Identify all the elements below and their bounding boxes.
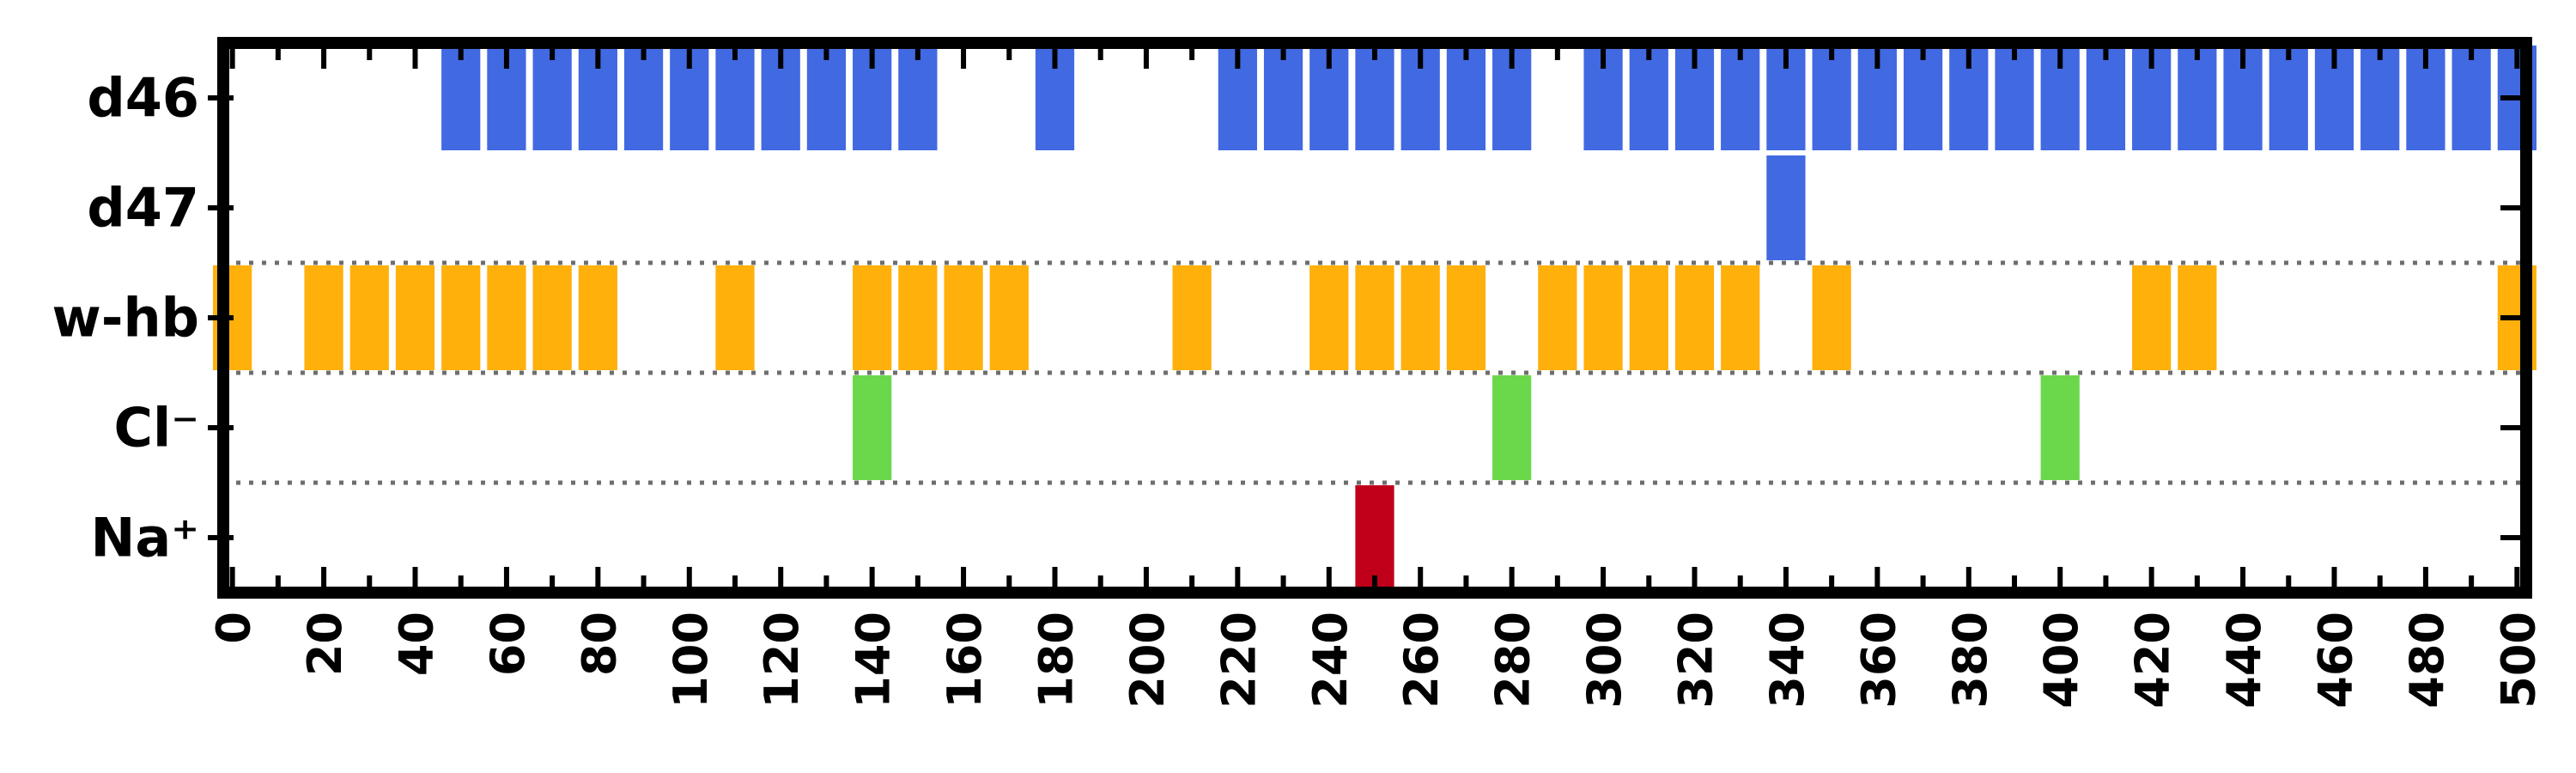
x-tick-label-180: 180 (1030, 612, 1084, 709)
bar-d46-250 (1355, 46, 1394, 150)
bar-w-hb-260 (1400, 265, 1440, 370)
x-tick-label-40: 40 (390, 612, 444, 676)
bar-d46-150 (898, 46, 938, 150)
x-tick-label-240: 240 (1303, 612, 1358, 709)
event-bars (213, 46, 2537, 590)
x-tick-label-60: 60 (481, 612, 535, 676)
bar-w-hb-40 (395, 265, 435, 370)
bar-w-hb-270 (1446, 265, 1486, 370)
bar-d46-390 (1995, 46, 2034, 150)
x-tick-label-480: 480 (2400, 612, 2454, 709)
bar-w-hb-240 (1309, 265, 1349, 370)
bar-w-hb-150 (898, 265, 938, 370)
bar-d46-130 (806, 46, 847, 150)
bar-d46-330 (1721, 46, 1760, 150)
bar-w-hb-20 (304, 265, 343, 370)
row-label-clminus: Cl⁻ (114, 397, 199, 460)
bar-d46-270 (1446, 46, 1486, 150)
bar-w-hb-110 (715, 265, 755, 370)
bar-d46-110 (715, 46, 755, 150)
bar-w-hb-350 (1812, 265, 1851, 370)
bar-w-hb-330 (1721, 265, 1760, 370)
bar-d46-410 (2086, 46, 2126, 150)
bar-w-hb-140 (853, 265, 892, 370)
x-tick-label-160: 160 (938, 612, 992, 709)
x-tick-label-500: 500 (2491, 612, 2545, 709)
x-tick-label-400: 400 (2034, 612, 2088, 709)
bar-d46-350 (1812, 46, 1851, 150)
bar-d46-70 (532, 46, 572, 150)
x-tick-label-100: 100 (664, 612, 718, 709)
x-tick-label-200: 200 (1121, 612, 1175, 709)
bar-w-hb-210 (1172, 265, 1212, 370)
x-tick-label-140: 140 (847, 612, 901, 709)
x-tick-label-260: 260 (1394, 612, 1449, 709)
bar-clminus-400 (2040, 375, 2080, 480)
bar-clminus-140 (853, 375, 892, 480)
bar-w-hb-430 (2178, 265, 2217, 370)
bar-d46-310 (1629, 46, 1668, 150)
bar-w-hb-420 (2132, 265, 2172, 370)
bar-d46-370 (1903, 46, 1943, 150)
bar-w-hb-80 (578, 265, 617, 370)
row-labels: d46 d47 w-hb Cl⁻ Na⁺ (52, 67, 199, 569)
x-tick-label-340: 340 (1760, 612, 1814, 709)
bar-w-hb-160 (944, 265, 983, 370)
bar-w-hb-300 (1583, 265, 1623, 370)
row-separators (223, 260, 2526, 485)
bar-w-hb-30 (349, 265, 389, 370)
x-tick-label-20: 20 (298, 612, 352, 676)
x-tick-label-0: 0 (207, 612, 261, 644)
x-tick-label-420: 420 (2126, 612, 2180, 709)
row-label-w-hb: w-hb (52, 287, 199, 350)
bar-w-hb-60 (487, 265, 526, 370)
bar-clminus-280 (1492, 375, 1532, 480)
bar-w-hb-250 (1355, 265, 1394, 370)
bar-w-hb-70 (532, 265, 572, 370)
x-tick-label-440: 440 (2217, 612, 2271, 709)
bar-d46-450 (2269, 46, 2308, 150)
bar-w-hb-50 (441, 265, 481, 370)
row-label-d46: d46 (87, 67, 199, 130)
x-tick-label-360: 360 (1851, 612, 1905, 709)
bar-w-hb-290 (1538, 265, 1577, 370)
row-label-naplus: Na⁺ (91, 507, 199, 569)
bar-d46-230 (1263, 46, 1303, 150)
bar-d46-90 (623, 46, 664, 150)
bar-d46-470 (2360, 46, 2400, 150)
bar-w-hb-170 (989, 265, 1029, 370)
bar-d46-50 (441, 46, 481, 150)
x-tick-label-300: 300 (1577, 612, 1631, 709)
bar-d46-490 (2451, 46, 2491, 150)
x-tick-label-120: 120 (755, 612, 809, 709)
bar-w-hb-310 (1629, 265, 1668, 370)
x-tick-label-460: 460 (2309, 612, 2363, 709)
x-tick-labels: 0 20 40 60 80 100 120 140 160 180 200 220 240 260 280 3… (207, 612, 2546, 709)
x-tick-label-280: 280 (1486, 612, 1540, 709)
x-tick-label-80: 80 (572, 612, 626, 676)
x-tick-label-320: 320 (1669, 612, 1723, 709)
x-tick-label-380: 380 (1943, 612, 1997, 709)
bar-d47-340 (1766, 155, 1806, 260)
bar-w-hb-320 (1674, 265, 1715, 370)
bar-naplus-250 (1355, 485, 1394, 590)
plot-frame (217, 37, 2532, 599)
bar-d46-430 (2178, 46, 2217, 150)
x-tick-label-220: 220 (1212, 612, 1266, 709)
row-label-d47: d47 (87, 177, 199, 240)
